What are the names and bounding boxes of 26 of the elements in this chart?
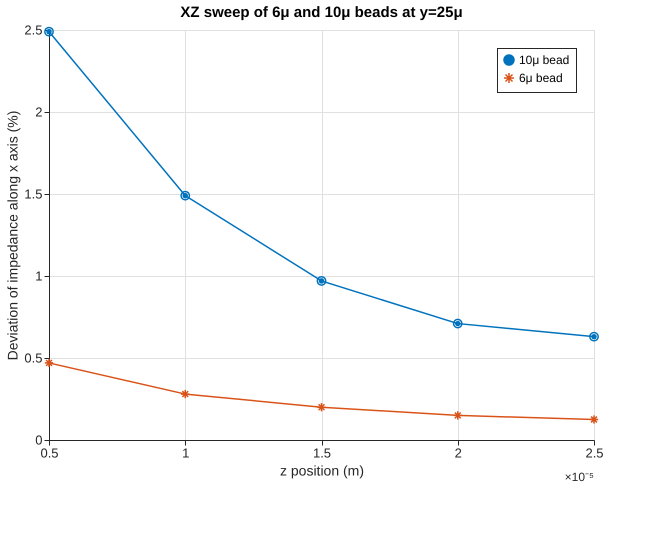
point bbox=[44, 358, 54, 368]
point bbox=[44, 26, 54, 37]
y-tick-label: 2.5 bbox=[24, 22, 42, 38]
point bbox=[589, 332, 599, 342]
y-tick-label: 1.5 bbox=[24, 186, 42, 202]
chart-title: XZ sweep of 6μ and 10μ beads at y=25μ bbox=[180, 4, 463, 21]
y-tick-label: 0.5 bbox=[24, 350, 42, 366]
y-tick-label: 0 bbox=[35, 432, 42, 448]
x-tick-label: 2.5 bbox=[585, 446, 604, 460]
point bbox=[589, 414, 599, 424]
y-axis-title: Deviation of impedance along x axis (%) bbox=[4, 110, 20, 360]
y-tick-label: 2 bbox=[35, 104, 42, 120]
x-tick-label: 2 bbox=[454, 446, 462, 460]
x-tick-label: 1.5 bbox=[312, 446, 332, 460]
y-tick-label: 1 bbox=[35, 268, 42, 284]
text: ×10⁻⁵ bbox=[564, 470, 594, 484]
point bbox=[452, 318, 463, 328]
x-tick-label: 1 bbox=[182, 446, 190, 460]
point bbox=[180, 190, 190, 201]
legend-label: 6μ bead bbox=[519, 71, 563, 85]
legend-label: 10μ bead bbox=[519, 53, 570, 67]
point bbox=[316, 276, 326, 286]
point bbox=[180, 389, 190, 400]
point bbox=[452, 410, 463, 420]
x-axis-title: z position (m) bbox=[280, 462, 364, 478]
point bbox=[316, 402, 326, 412]
